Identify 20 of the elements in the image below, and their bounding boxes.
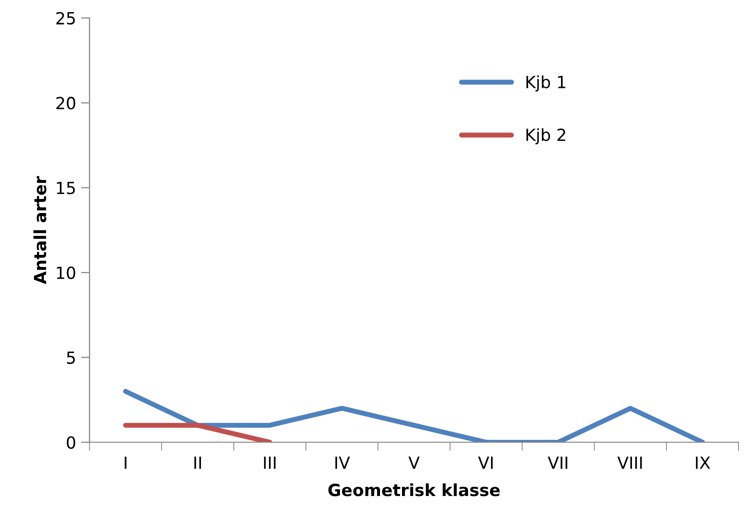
y-tick-label: 10 xyxy=(56,266,76,280)
y-tick-label: 0 xyxy=(66,436,76,449)
y-tick-label: 25 xyxy=(56,12,75,25)
x-tick-label: IX xyxy=(696,456,710,469)
x-tick-label: I xyxy=(124,456,126,469)
x-tick-label: VI xyxy=(478,456,493,469)
x-tick-label: V xyxy=(408,456,420,469)
y-tick-label: 15 xyxy=(56,182,75,194)
x-tick-label: II xyxy=(194,456,201,469)
x-tick-label: VIII xyxy=(617,456,642,469)
x-tick-label: IV xyxy=(335,456,350,469)
y-axis-title: Antall arter xyxy=(33,176,46,284)
y-tick-label: 5 xyxy=(67,352,75,364)
x-tick-label: VII xyxy=(548,456,568,469)
legend-label: Kjb 1 xyxy=(526,75,566,92)
x-axis-title: Geometrisk klasse xyxy=(328,483,500,496)
x-tick-label: III xyxy=(264,456,276,469)
y-tick-label: 20 xyxy=(56,96,76,110)
legend-label: Kjb 2 xyxy=(526,128,566,144)
line-series xyxy=(123,388,705,442)
